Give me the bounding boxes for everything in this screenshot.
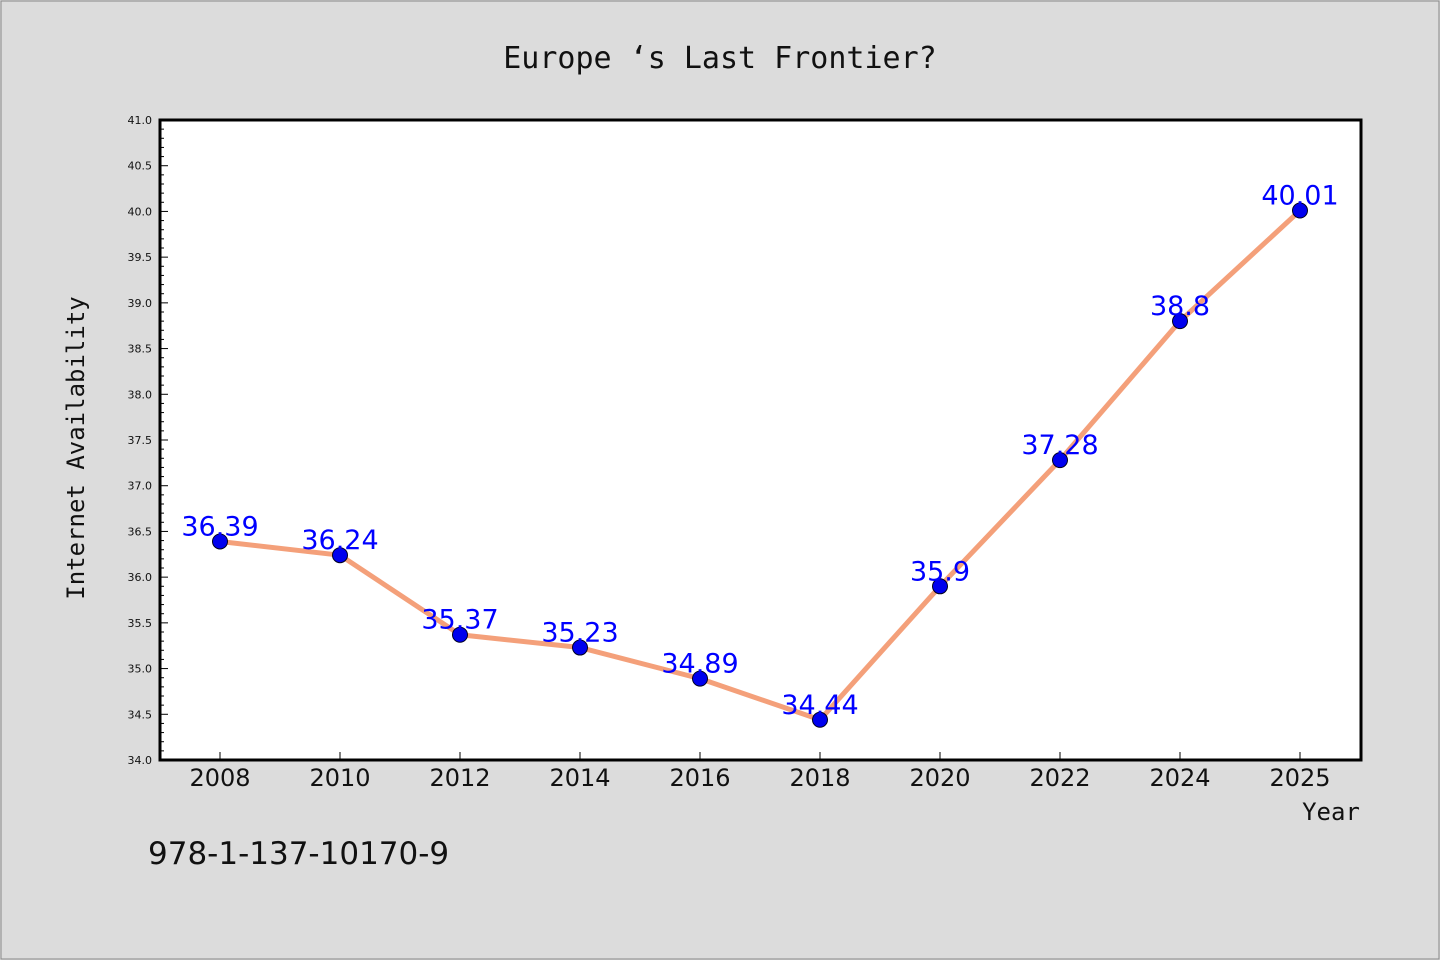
y-tick-label: 38.5 xyxy=(128,343,153,356)
data-label-2020: 35.9 xyxy=(910,556,970,587)
y-tick-label: 35.5 xyxy=(128,617,153,630)
y-tick-label: 34.0 xyxy=(128,754,153,767)
data-label-2012: 35.37 xyxy=(421,605,498,636)
data-label-2014: 35.23 xyxy=(541,618,618,649)
y-tick-label: 37.5 xyxy=(128,434,153,447)
data-label-2010: 36.24 xyxy=(301,525,378,556)
data-label-2024: 38.8 xyxy=(1150,291,1210,322)
data-label-2018: 34.44 xyxy=(781,690,858,721)
data-point-2010 xyxy=(332,547,348,564)
x-tick-label: 2018 xyxy=(789,764,850,792)
plot-area xyxy=(158,118,1363,762)
data-point-2025 xyxy=(1292,202,1308,219)
data-label-2022: 37.28 xyxy=(1021,430,1098,461)
y-tick-label: 38.0 xyxy=(128,388,153,401)
x-tick-label: 2022 xyxy=(1029,764,1090,792)
y-tick-label: 37.0 xyxy=(128,480,153,493)
x-tick-label: 2012 xyxy=(429,764,490,792)
data-label-2008: 36.39 xyxy=(181,511,258,542)
data-label-2016: 34.89 xyxy=(661,649,738,680)
y-tick-label: 36.0 xyxy=(128,571,153,584)
y-tick-label: 39.0 xyxy=(128,297,153,310)
x-tick-label: 2016 xyxy=(669,764,730,792)
data-labels: 36.39 36.24 35.37 35.23 34.89 34.44 35.9 37.28 3… xyxy=(181,181,1338,721)
y-axis: 34.0 34.5 35.0 35.5 36.0 36.5 37.0 37.5 38.0 38.5… xyxy=(128,114,168,767)
x-tick-label: 2008 xyxy=(189,764,250,792)
y-tick-label: 40.0 xyxy=(128,205,153,218)
x-tick-label: 2020 xyxy=(909,764,970,792)
x-axis-label: Year xyxy=(1302,798,1360,826)
data-point-2022 xyxy=(1052,452,1068,469)
data-point-2016 xyxy=(692,670,708,687)
y-tick-label: 41.0 xyxy=(128,114,153,127)
series-layer xyxy=(212,202,1308,728)
data-point-2012 xyxy=(452,626,468,643)
data-point-2008 xyxy=(212,533,228,550)
x-tick-label: 2025 xyxy=(1269,764,1330,792)
footer-isbn: 978-1-137-10170-9 xyxy=(148,836,449,872)
data-point-2018 xyxy=(812,711,828,728)
y-tick-label: 40.5 xyxy=(128,160,153,173)
data-point-2020 xyxy=(932,578,948,595)
y-tick-label: 39.5 xyxy=(128,251,153,264)
data-label-2025: 40.01 xyxy=(1261,181,1338,212)
series-line xyxy=(219,208,1302,723)
data-point-2024 xyxy=(1172,313,1188,330)
y-tick-label: 34.5 xyxy=(128,708,153,721)
y-tick-label: 35.0 xyxy=(128,663,153,676)
x-tick-label: 2014 xyxy=(549,764,610,792)
y-axis-label: Internet Availability xyxy=(62,296,90,599)
x-tick-label: 2010 xyxy=(309,764,370,792)
x-tick-label: 2024 xyxy=(1149,764,1210,792)
chart-title: Europe ‘s Last Frontier? xyxy=(503,41,936,76)
y-tick-label: 36.5 xyxy=(128,525,153,538)
data-point-2014 xyxy=(572,639,588,656)
x-axis: 2008 2010 2012 2014 2016 2018 2020 2022 2024 2025 xyxy=(189,752,1331,792)
